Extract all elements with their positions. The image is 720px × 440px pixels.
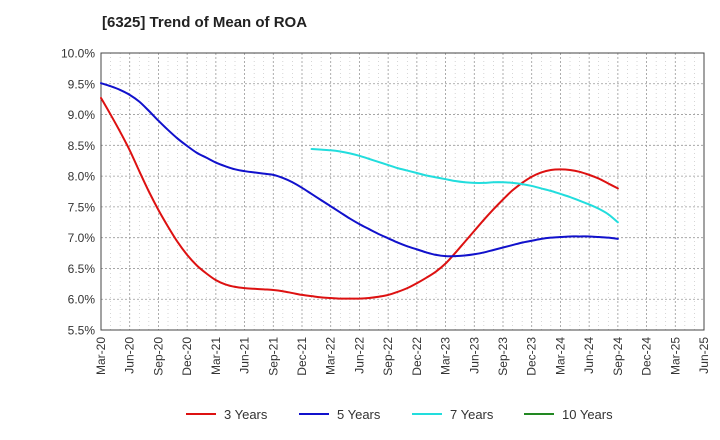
legend-label-7-years: 7 Years xyxy=(450,407,494,422)
x-tick-label: Sep-22 xyxy=(381,337,395,376)
y-tick-label: 8.0% xyxy=(68,170,96,184)
legend-label-10-years: 10 Years xyxy=(562,407,613,422)
x-tick-label: Dec-22 xyxy=(410,337,424,376)
x-tick-label: Dec-20 xyxy=(180,337,194,376)
x-tick-label: Sep-21 xyxy=(266,337,280,376)
x-tick-label: Mar-25 xyxy=(668,337,682,375)
x-tick-label: Sep-23 xyxy=(496,337,510,376)
x-tick-label: Dec-24 xyxy=(640,337,654,376)
y-tick-label: 10.0% xyxy=(61,47,95,61)
x-tick-label: Jun-21 xyxy=(238,337,252,374)
x-tick-label: Sep-24 xyxy=(611,337,625,376)
plot-frame xyxy=(100,52,705,331)
x-tick-label: Sep-20 xyxy=(151,337,165,376)
legend-label-3-years: 3 Years xyxy=(224,407,268,422)
x-tick-label: Mar-23 xyxy=(439,337,453,375)
series-line-3-years xyxy=(100,96,619,300)
x-tick-label: Mar-22 xyxy=(324,337,338,375)
legend-label-5-years: 5 Years xyxy=(337,407,381,422)
x-tick-label: Jun-25 xyxy=(697,337,711,374)
x-tick-label: Dec-23 xyxy=(525,337,539,376)
x-tick-label: Jun-22 xyxy=(352,337,366,374)
y-tick-label: 9.5% xyxy=(68,77,96,91)
y-tick-label: 7.5% xyxy=(68,200,96,214)
series-line-5-years xyxy=(100,82,619,258)
y-tick-label: 6.5% xyxy=(68,262,96,276)
x-tick-label: Mar-24 xyxy=(553,337,567,375)
x-tick-label: Mar-21 xyxy=(209,337,223,375)
plot-area xyxy=(101,53,704,330)
chart-title: [6325] Trend of Mean of ROA xyxy=(102,14,308,31)
y-tick-label: 6.0% xyxy=(68,293,96,307)
x-tick-label: Mar-20 xyxy=(94,337,108,375)
x-tick-label: Dec-21 xyxy=(295,337,309,376)
y-tick-label: 8.5% xyxy=(68,139,96,153)
y-tick-label: 9.0% xyxy=(68,108,96,122)
y-tick-label: 5.5% xyxy=(68,324,96,338)
x-tick-label: Jun-23 xyxy=(467,337,481,374)
x-tick-label: Jun-20 xyxy=(123,337,137,374)
x-tick-label: Jun-24 xyxy=(582,337,596,374)
y-tick-label: 7.0% xyxy=(68,231,96,245)
series-line-7-years xyxy=(310,148,619,224)
